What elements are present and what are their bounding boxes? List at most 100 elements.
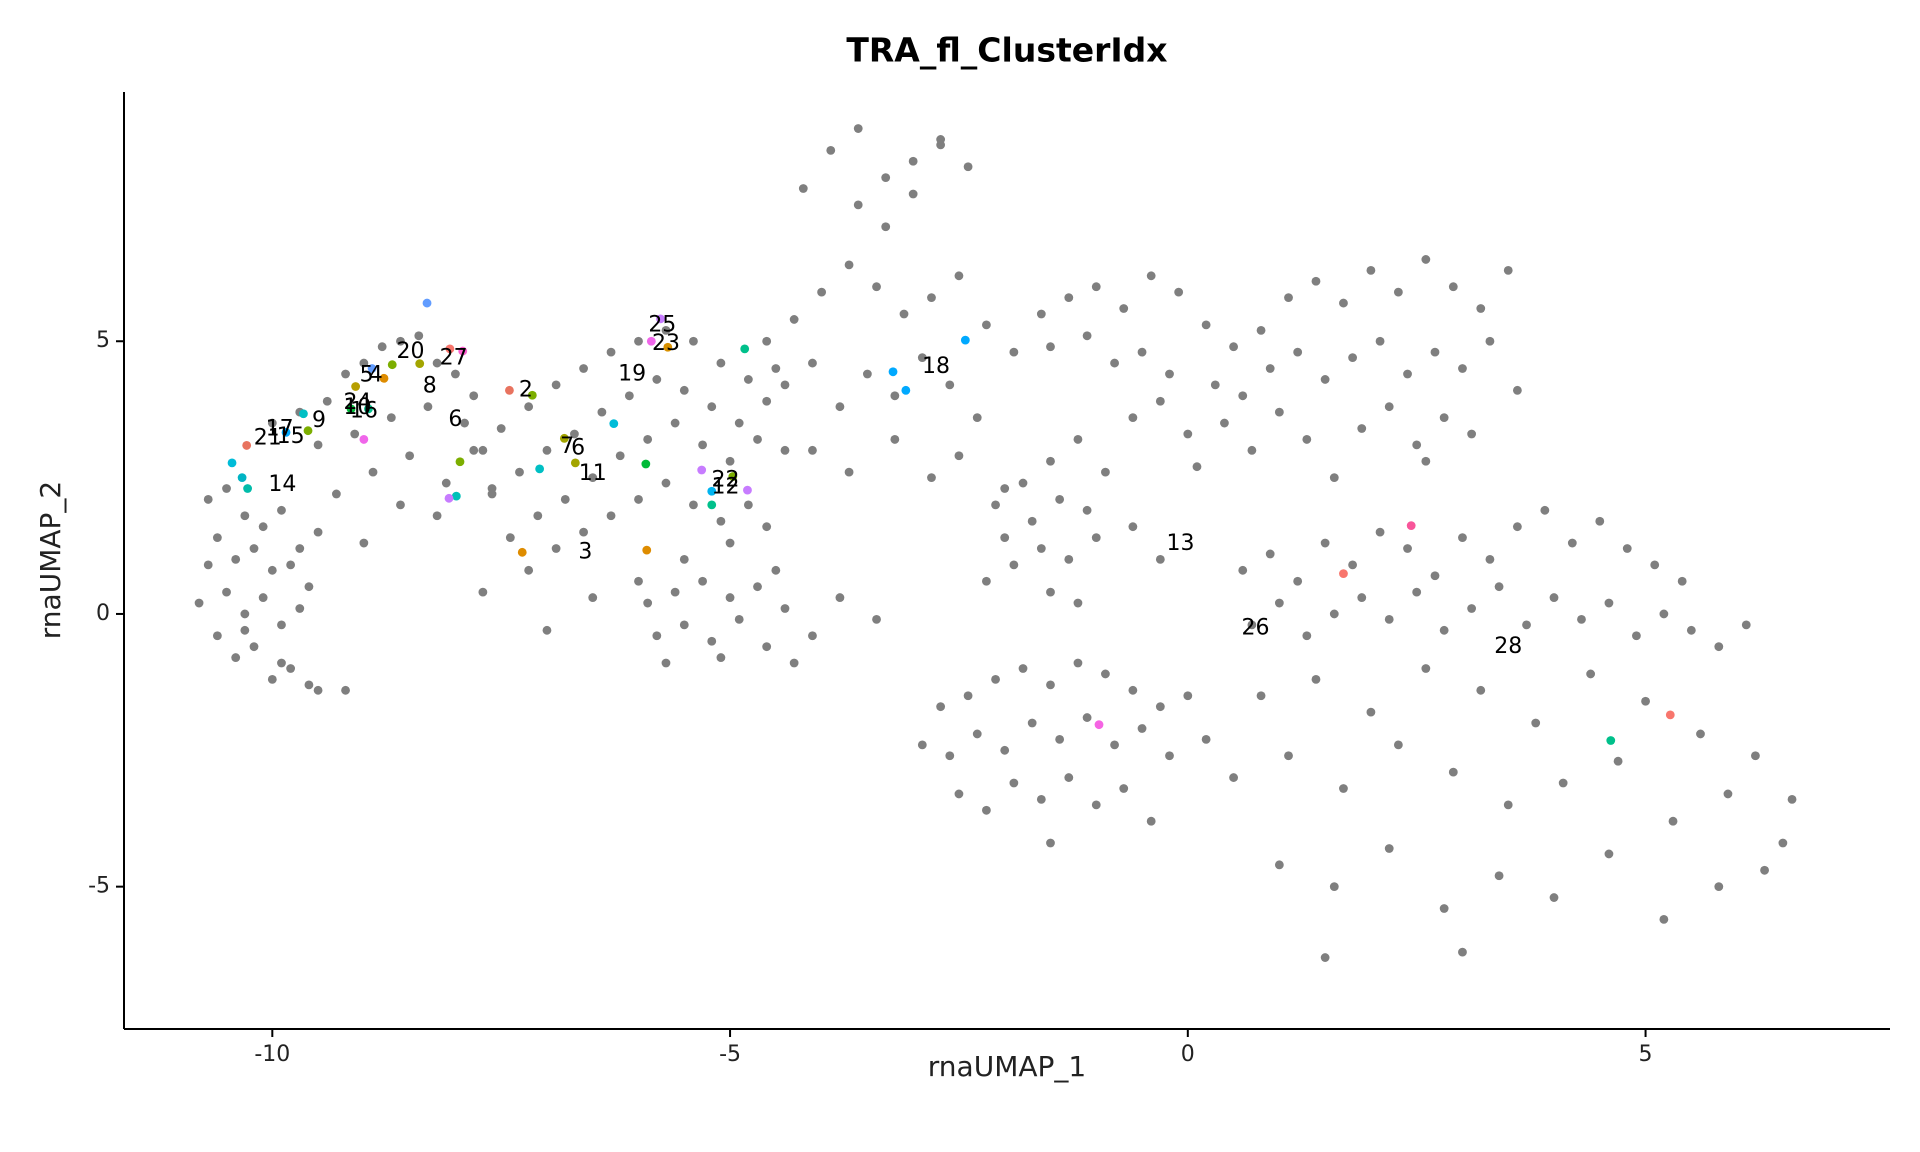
data-point (1357, 593, 1367, 602)
data-point (1650, 560, 1660, 570)
data-point (1549, 893, 1559, 902)
data-point (212, 533, 222, 542)
data-point (725, 593, 735, 602)
data-point (1567, 538, 1577, 548)
data-point (634, 576, 643, 586)
data-point (281, 427, 291, 437)
data-point (1494, 582, 1504, 592)
data-point (652, 375, 662, 384)
data-point (1146, 816, 1156, 826)
data-point (1741, 620, 1751, 630)
data-point (1549, 593, 1559, 602)
data-point (881, 222, 891, 232)
data-point (231, 555, 241, 564)
data-point (716, 653, 726, 662)
cluster-label: 13 (1166, 531, 1194, 556)
data-point (908, 189, 918, 199)
data-point (313, 527, 323, 537)
data-point (1595, 516, 1605, 526)
data-point (267, 674, 277, 684)
data-point (762, 396, 772, 406)
data-point (646, 336, 656, 346)
data-point (286, 664, 296, 673)
data-point (570, 429, 579, 439)
data-point (954, 271, 964, 281)
data-point (460, 418, 469, 428)
data-point (734, 615, 744, 624)
data-point (1540, 505, 1550, 515)
data-point (1091, 800, 1101, 810)
data-point (1284, 751, 1293, 761)
data-point (1000, 484, 1010, 493)
data-point (1293, 347, 1303, 357)
data-point (1073, 598, 1083, 608)
data-point (945, 751, 955, 761)
data-point (1439, 413, 1449, 423)
data-point (725, 538, 735, 548)
data-point (1430, 347, 1440, 357)
data-point (322, 396, 332, 406)
cluster-label: 7 (560, 434, 574, 459)
data-point (441, 478, 451, 488)
data-point (364, 404, 373, 414)
data-point (624, 391, 634, 401)
data-point (689, 336, 698, 346)
data-point (1714, 882, 1724, 892)
data-point (295, 604, 305, 613)
data-point (1430, 571, 1440, 581)
data-point (945, 380, 955, 390)
data-point (1311, 276, 1321, 286)
data-point (1320, 538, 1330, 548)
data-point (1119, 784, 1129, 793)
data-point (1094, 720, 1104, 730)
data-point (960, 335, 970, 345)
cluster-label: 21 (254, 425, 282, 450)
data-point (1421, 456, 1431, 466)
data-point (1641, 696, 1650, 706)
data-point (1220, 418, 1229, 428)
data-point (1302, 631, 1312, 641)
data-point (743, 500, 753, 510)
data-point (1155, 702, 1165, 712)
data-point (1009, 560, 1019, 570)
data-point (1485, 555, 1495, 564)
data-point (642, 545, 652, 555)
data-point (1320, 375, 1330, 384)
data-point (1659, 914, 1669, 924)
data-point (1604, 598, 1614, 608)
data-point (1165, 369, 1174, 379)
data-point (1503, 800, 1513, 810)
x-tick-label: 5 (1639, 1042, 1653, 1067)
data-point (237, 473, 247, 482)
data-point (1311, 674, 1321, 684)
data-point (203, 560, 213, 570)
data-point (963, 691, 973, 701)
data-point (1375, 527, 1385, 537)
data-point (1101, 467, 1110, 477)
data-point (982, 320, 991, 330)
data-point (872, 282, 881, 292)
data-point (643, 435, 653, 444)
data-point (1686, 625, 1696, 635)
data-point (780, 380, 790, 390)
data-point (1256, 691, 1266, 701)
data-point (517, 547, 527, 557)
data-point (1009, 347, 1019, 357)
cluster-label: 9 (312, 408, 326, 433)
data-point (862, 369, 872, 379)
data-point (542, 445, 552, 455)
data-point (670, 418, 680, 428)
data-point (728, 472, 738, 481)
data-point (1229, 773, 1238, 782)
data-point (295, 544, 305, 553)
data-point (396, 500, 405, 510)
data-point (899, 309, 909, 319)
data-point (1677, 576, 1687, 586)
data-point (753, 435, 762, 444)
data-point (771, 565, 781, 575)
cluster-label: 5 (360, 363, 374, 388)
data-point (451, 369, 460, 379)
data-point (1229, 342, 1238, 352)
data-point (817, 287, 827, 297)
data-point (496, 424, 506, 433)
